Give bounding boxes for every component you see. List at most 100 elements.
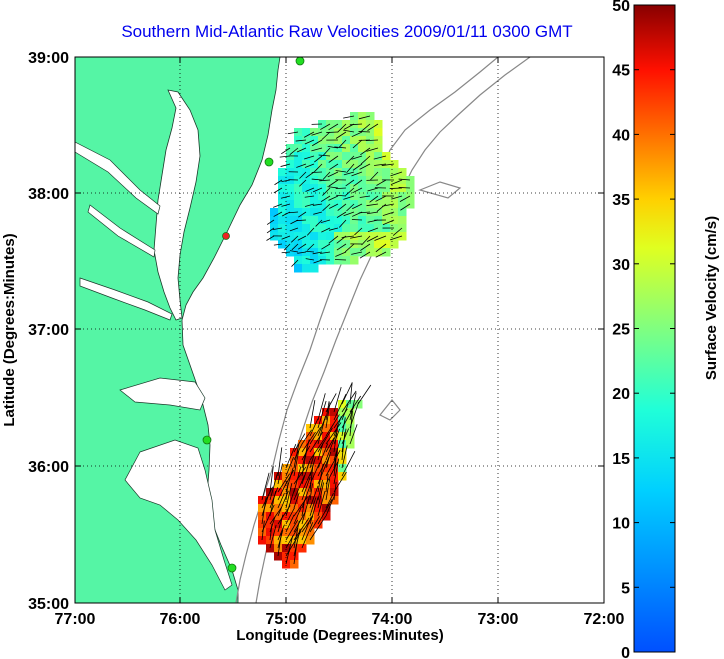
velocity-vector: [297, 243, 307, 250]
velocity-cell: [350, 176, 359, 185]
velocity-cell: [342, 232, 351, 241]
velocity-vector: [285, 456, 294, 477]
velocity-cell: [298, 496, 307, 505]
velocity-cell: [350, 200, 359, 209]
velocity-vector: [360, 147, 371, 156]
radar-stations: [202, 57, 305, 573]
velocity-cell: [290, 552, 299, 561]
velocity-cell: [330, 416, 339, 425]
velocity-cell: [342, 224, 351, 233]
velocity-cell: [334, 144, 343, 153]
velocity-cell: [306, 536, 315, 545]
velocity-cell: [282, 536, 291, 545]
velocity-vector: [349, 395, 362, 413]
velocity-cell: [358, 248, 367, 257]
velocity-vector: [313, 163, 323, 173]
velocity-vector: [295, 139, 307, 142]
velocity-cell: [326, 224, 335, 233]
velocity-vector: [322, 187, 331, 196]
map-title: Southern Mid-Atlantic Raw Velocities 200…: [121, 22, 573, 41]
y-tick-label: 35:00: [28, 596, 69, 613]
velocity-vector: [293, 466, 307, 485]
velocity-cell: [266, 544, 275, 553]
velocity-vector: [269, 466, 274, 493]
velocity-vector: [301, 439, 310, 469]
velocity-vector: [398, 187, 411, 189]
velocity-cell: [274, 496, 283, 505]
velocity-vector: [274, 179, 283, 186]
velocity-cell: [338, 456, 347, 465]
velocity-cell: [398, 176, 407, 185]
velocity-cell: [298, 544, 307, 553]
velocity-vector: [337, 203, 347, 211]
x-axis-label: Longitude (Degrees:Minutes): [236, 627, 444, 644]
velocity-cell: [330, 488, 339, 497]
y-tick-labels: 39:00 38:00 37:00 36:00 35:00: [28, 50, 69, 613]
velocity-cell: [346, 408, 355, 417]
velocity-vector: [329, 203, 339, 209]
velocity-cell: [330, 480, 339, 489]
y-axis-label: Latitude (Degrees:Minutes): [1, 233, 18, 426]
velocity-vector: [291, 259, 299, 267]
velocity-cell: [338, 440, 347, 449]
velocity-vector: [301, 483, 312, 509]
velocity-cell: [270, 224, 279, 233]
velocity-cell: [278, 208, 287, 217]
velocity-vector: [373, 155, 387, 160]
velocity-cell: [314, 440, 323, 449]
velocity-cell: [298, 480, 307, 489]
velocity-cell: [326, 200, 335, 209]
velocity-vector: [301, 516, 312, 541]
y-tick-label: 38:00: [28, 186, 69, 203]
velocity-cell: [310, 208, 319, 217]
velocity-vector: [317, 443, 329, 469]
velocity-cell: [322, 464, 331, 473]
velocity-cell: [334, 216, 343, 225]
velocity-cell: [338, 424, 347, 433]
velocity-cell: [390, 200, 399, 209]
velocity-cell: [398, 192, 407, 201]
colorbar-tick-label: 25: [612, 322, 630, 339]
velocity-vector: [261, 496, 267, 525]
velocity-cell: [350, 144, 359, 153]
velocity-cell: [374, 176, 383, 185]
velocity-vector: [317, 393, 326, 421]
velocity-vector: [326, 131, 339, 133]
velocity-cell: [382, 232, 391, 241]
velocity-cell: [302, 152, 311, 161]
velocity-cell: [366, 248, 375, 257]
velocity-cell: [290, 496, 299, 505]
velocity-vector: [341, 390, 357, 413]
velocity-cell: [310, 200, 319, 209]
velocity-vector: [367, 123, 379, 131]
y-tick-label: 39:00: [28, 50, 69, 67]
velocity-cell: [310, 248, 319, 257]
velocity-cell: [374, 136, 383, 145]
velocity-vector: [309, 483, 313, 501]
velocity-vector: [293, 520, 300, 549]
velocity-cell: [366, 208, 375, 217]
velocity-cell: [282, 496, 291, 505]
velocity-cell: [306, 440, 315, 449]
velocity-cell: [334, 256, 343, 265]
velocity-vector: [285, 514, 295, 533]
velocity-vector: [293, 507, 302, 525]
velocity-cell: [294, 128, 303, 137]
velocity-vector: [382, 219, 395, 226]
colorbar-tick-label: 10: [612, 516, 630, 533]
velocity-vector: [336, 211, 347, 218]
velocity-cell: [310, 232, 319, 241]
velocity-cell: [326, 232, 335, 241]
velocity-vector: [351, 131, 363, 138]
velocity-cell: [342, 248, 351, 257]
velocity-vector: [351, 219, 363, 221]
velocity-vector: [369, 195, 379, 203]
velocity-cell: [286, 168, 295, 177]
velocity-cell: [374, 240, 383, 249]
velocity-vector: [358, 211, 371, 214]
velocity-cell: [266, 536, 275, 545]
velocity-vector: [318, 154, 331, 157]
velocity-cell: [322, 424, 331, 433]
velocity-vector: [320, 251, 331, 254]
velocity-vector: [325, 432, 338, 461]
